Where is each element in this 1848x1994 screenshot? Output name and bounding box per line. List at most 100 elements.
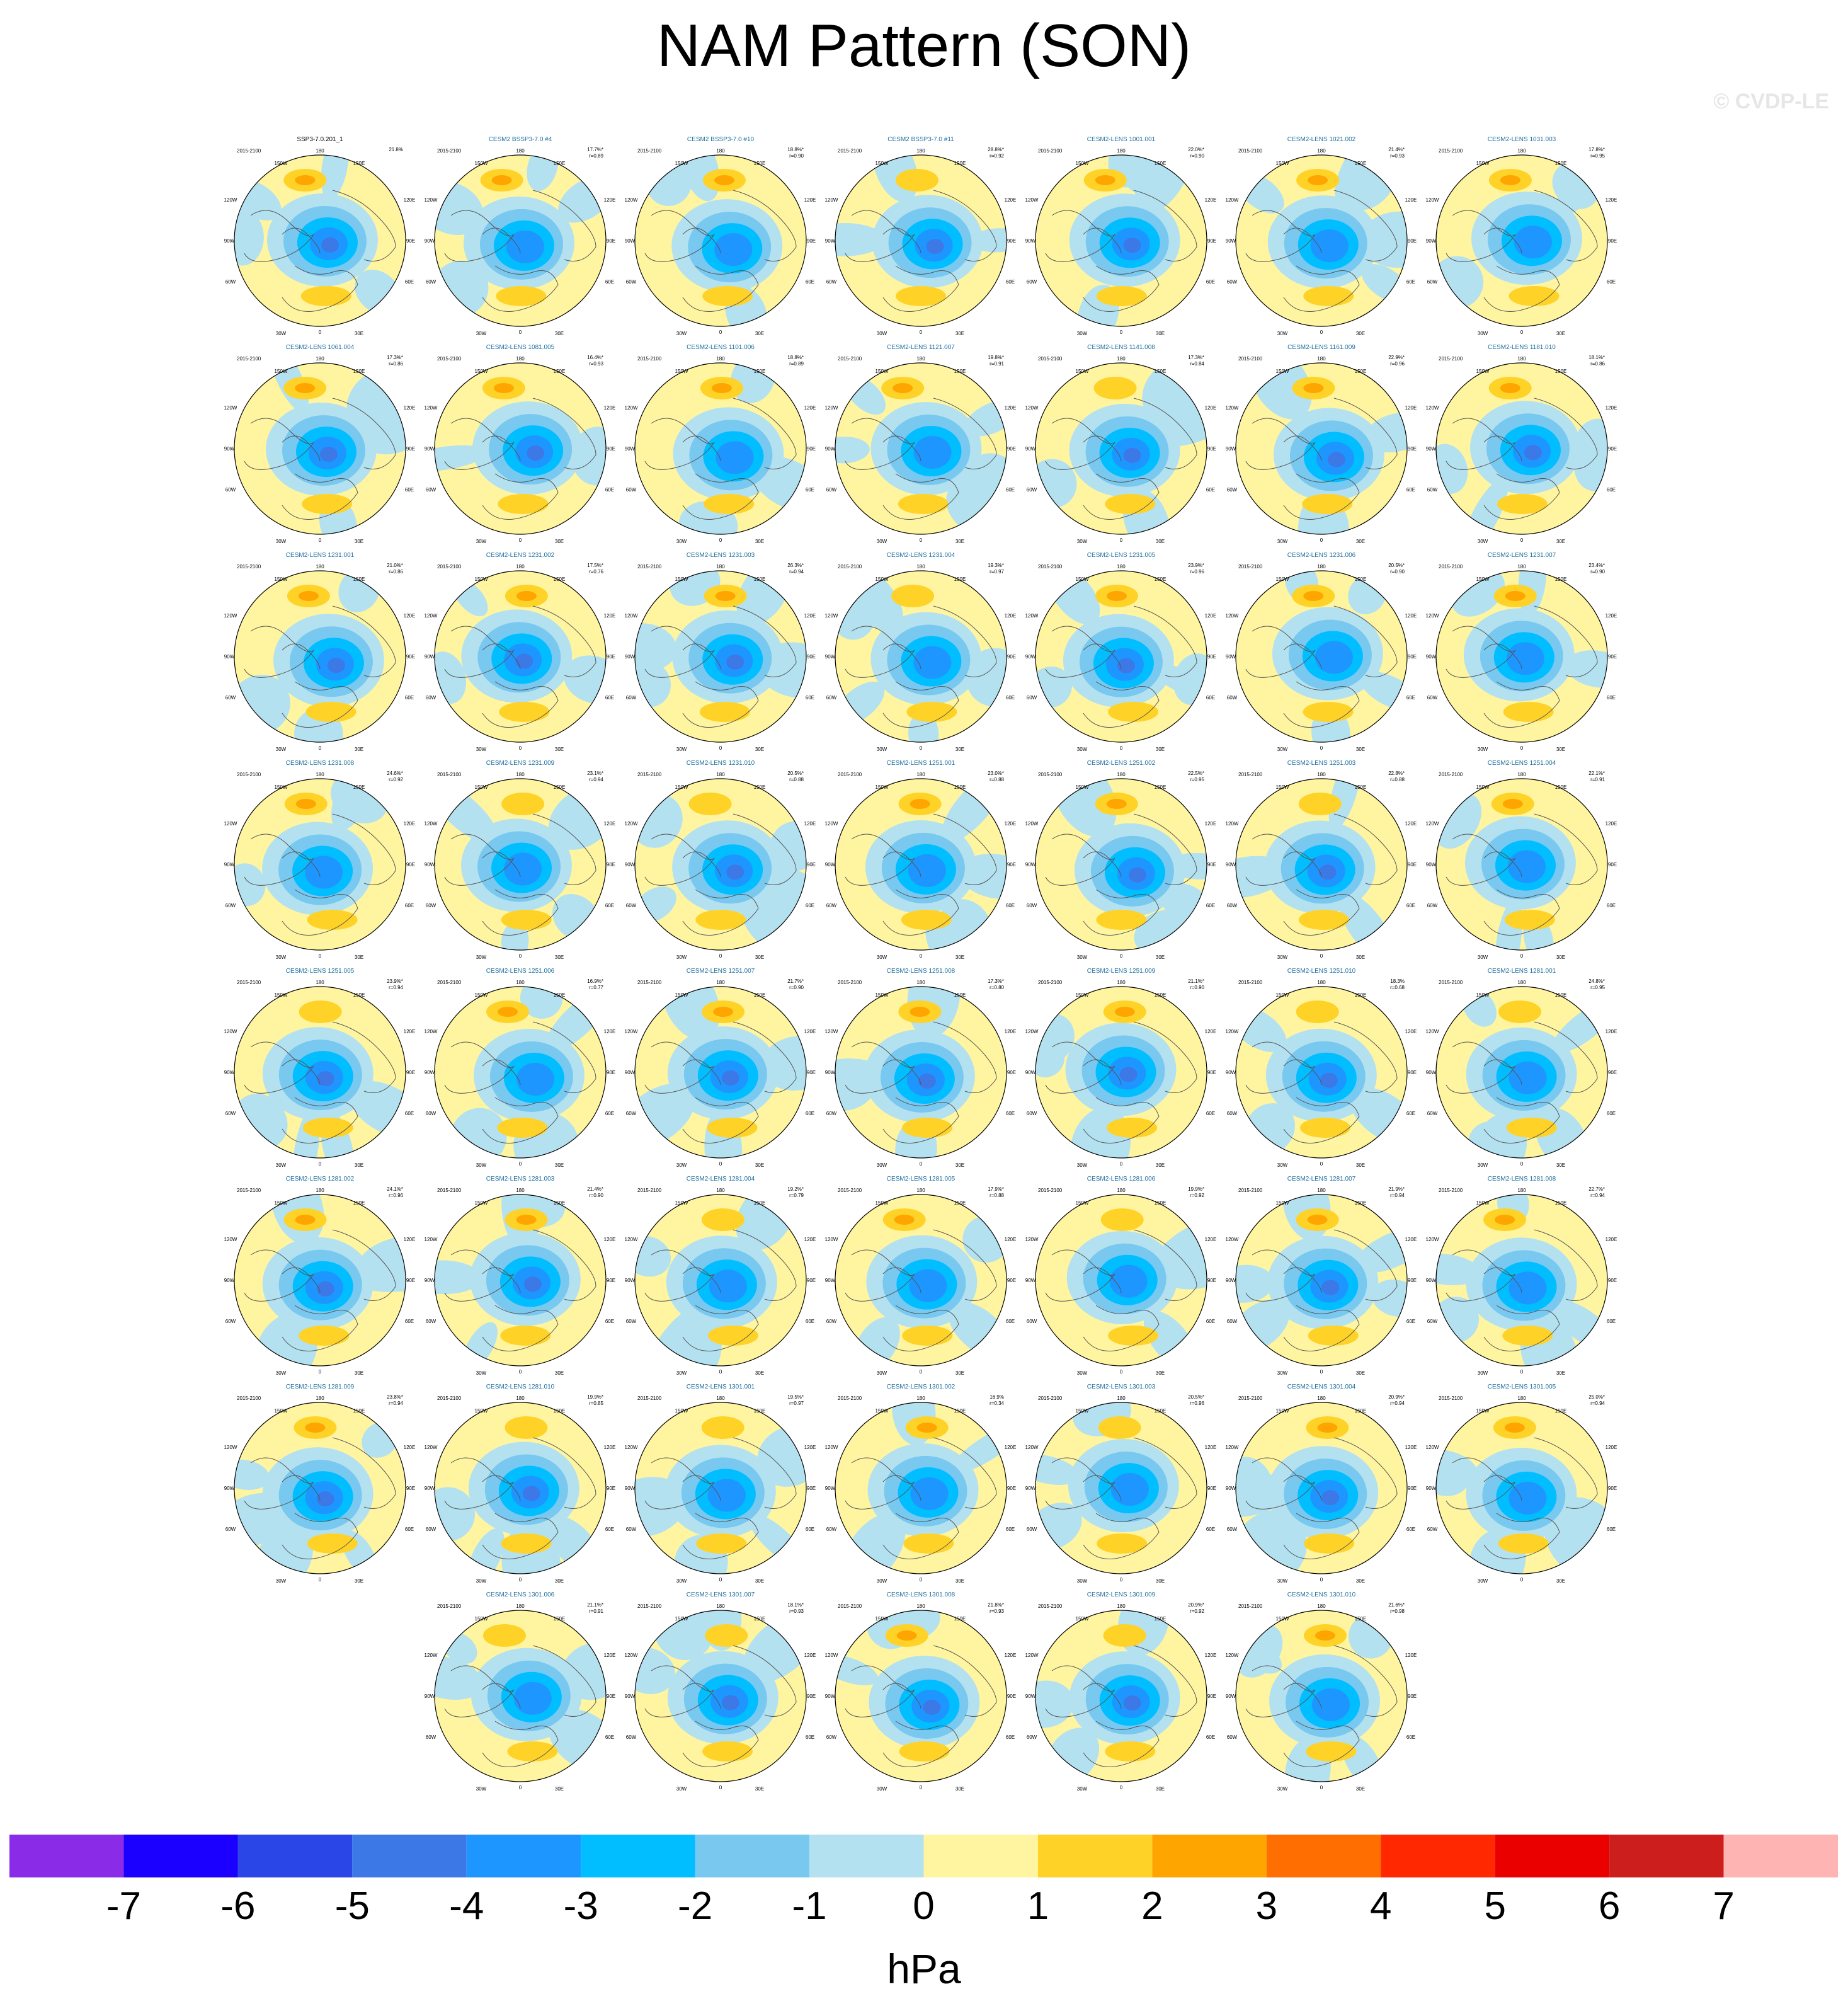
map-outline xyxy=(1035,362,1207,535)
anomaly-contour xyxy=(1114,1007,1135,1017)
lon-label: 60E xyxy=(1006,903,1015,908)
lon-label: 120E xyxy=(1205,613,1217,619)
lon-label: 90E xyxy=(406,654,415,660)
map-outline xyxy=(1235,154,1408,327)
panel-correlation: r=0.90 xyxy=(1590,569,1605,575)
lon-label: 30E xyxy=(1356,331,1365,336)
lon-label: 90W xyxy=(625,1693,636,1699)
anomaly-contour xyxy=(1321,1280,1340,1295)
lon-label: 60E xyxy=(1607,487,1616,493)
lon-label: 150W xyxy=(1476,1200,1490,1206)
lon-label: 60W xyxy=(1427,903,1438,908)
panel-period: 2015-2100 xyxy=(237,1395,261,1401)
panel-title: CESM2-LENS 1301.007 xyxy=(687,1591,755,1598)
panel-variance: 19.3%* xyxy=(988,563,1004,568)
panel-title: CESM2-LENS 1281.006 xyxy=(1087,1176,1156,1183)
lon-label: 150W xyxy=(1276,369,1289,374)
lon-label: 60W xyxy=(1227,279,1238,285)
lon-label: 120E xyxy=(1606,197,1617,203)
lon-label: 90W xyxy=(1426,862,1437,868)
lon-label: 150W xyxy=(275,576,288,582)
coastline xyxy=(282,1097,358,1143)
coastline xyxy=(1083,227,1122,254)
map-outline xyxy=(634,1610,807,1782)
map-outline xyxy=(1235,570,1408,743)
panel-title: CESM2-LENS 1251.004 xyxy=(1488,760,1556,767)
coastline xyxy=(532,190,596,261)
coastline xyxy=(1283,851,1322,878)
lon-label: 0 xyxy=(920,1577,923,1583)
panel-variance: 21.8% xyxy=(389,147,403,152)
lon-label: 60E xyxy=(605,1111,614,1116)
lon-label: 90W xyxy=(1025,654,1036,660)
lon-label: 90W xyxy=(825,1486,836,1491)
panel-title: CESM2-LENS 1281.002 xyxy=(286,1176,355,1183)
panel-period: 2015-2100 xyxy=(637,772,662,777)
anomaly-contour xyxy=(321,237,339,253)
lon-label: 150E xyxy=(353,1200,365,1206)
panel-title: CESM2-LENS 1101.006 xyxy=(687,344,755,351)
lon-label: 150E xyxy=(554,1616,566,1622)
coastline xyxy=(244,210,314,262)
lon-label: 30W xyxy=(1277,1578,1288,1584)
lon-label: 0 xyxy=(1320,329,1323,335)
lon-label: 60E xyxy=(1406,487,1415,493)
lon-label: 90W xyxy=(1226,1486,1236,1491)
coastline xyxy=(1133,1229,1197,1301)
lon-label: 150E xyxy=(353,784,365,790)
lon-label: 60W xyxy=(826,1734,837,1740)
lon-label: 90E xyxy=(1207,1278,1216,1283)
coastline xyxy=(1283,473,1360,520)
colorbar-tick-label: -6 xyxy=(220,1884,255,1928)
coastline xyxy=(1446,418,1516,470)
lon-label: 180 xyxy=(1117,148,1126,154)
map-outline xyxy=(1435,986,1608,1159)
lon-label: 120W xyxy=(224,613,237,619)
coastline xyxy=(444,1457,515,1510)
lon-label: 60W xyxy=(1427,279,1438,285)
lon-label: 180 xyxy=(716,1395,725,1401)
panel-correlation: r=0.93 xyxy=(589,361,603,367)
lon-label: 60E xyxy=(1006,1319,1015,1324)
panel-period: 2015-2100 xyxy=(437,148,462,154)
colorbar-swatch xyxy=(237,1835,353,1877)
panel-period: 2015-2100 xyxy=(1238,356,1263,362)
map-outline xyxy=(1435,1194,1608,1367)
lon-label: 60W xyxy=(1027,1319,1037,1324)
map-panel: 180 150W 150E 120W 120E 90W 90E 60W 60E 30W 30E 0 CE… xyxy=(825,1176,1017,1376)
anomaly-contour xyxy=(721,1070,739,1086)
anomaly-contour xyxy=(835,1654,879,1685)
panel-variance: 21.1%* xyxy=(587,1602,603,1608)
panel-correlation: r=0.94 xyxy=(589,777,603,782)
lon-label: 120W xyxy=(1025,1653,1039,1658)
lon-label: 30E xyxy=(1356,1578,1365,1584)
panel-correlation: r=0.94 xyxy=(1390,1401,1405,1406)
lon-label: 120W xyxy=(425,1445,438,1450)
lon-label: 180 xyxy=(516,564,525,570)
lon-label: 150W xyxy=(1276,1200,1289,1206)
anomaly-contour xyxy=(705,1624,748,1647)
panel-period: 2015-2100 xyxy=(637,980,662,985)
panel-period: 2015-2100 xyxy=(1238,772,1263,777)
panel-correlation: r=0.96 xyxy=(389,1193,403,1198)
panel-correlation: r=0.88 xyxy=(1390,777,1405,782)
lon-label: 90W xyxy=(625,1486,636,1491)
anomaly-contour xyxy=(1320,1072,1338,1088)
map-panel: 180 150W 150E 120W 120E 90W 90E 60W 60E 30W 30E 0 CE… xyxy=(1226,552,1417,752)
anomaly-contour xyxy=(516,1215,537,1225)
lon-label: 30E xyxy=(555,1578,564,1584)
coastline xyxy=(733,1021,797,1093)
coastline xyxy=(882,1097,959,1143)
anomaly-contour xyxy=(707,1118,758,1138)
anomaly-contour xyxy=(902,1118,953,1138)
anomaly-contour xyxy=(688,793,732,815)
coastline xyxy=(882,1475,921,1501)
lon-label: 60E xyxy=(806,487,814,493)
anomaly-contour xyxy=(302,494,353,514)
coastline xyxy=(1283,643,1322,670)
anomaly-contour xyxy=(563,655,606,704)
coastline xyxy=(444,1665,515,1717)
panel-correlation: r=0.91 xyxy=(1590,777,1605,782)
anomaly-contour xyxy=(1108,1326,1159,1346)
lon-label: 120E xyxy=(604,613,616,619)
